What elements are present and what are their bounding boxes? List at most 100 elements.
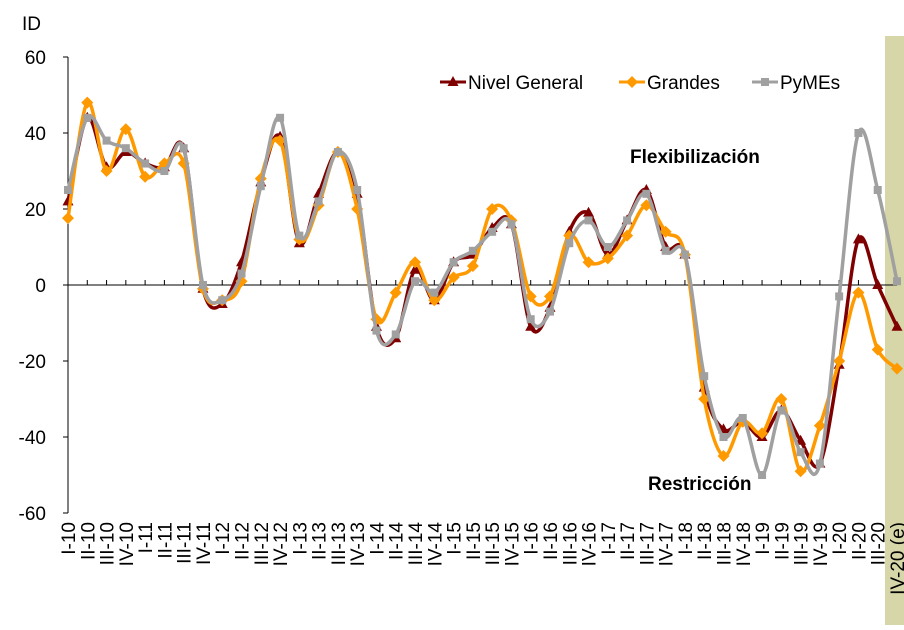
point <box>179 144 188 153</box>
point <box>601 252 614 265</box>
x-tick-label: I-17 <box>599 522 620 555</box>
legend-item: Nivel General <box>440 73 583 94</box>
x-tick-label: IV-16 <box>580 522 601 566</box>
y-tick-label: -40 <box>19 428 46 449</box>
y-tick-label: -60 <box>19 504 46 525</box>
point <box>428 294 441 307</box>
legend-label: Nivel General <box>468 73 583 94</box>
x-tick-label: I-16 <box>522 522 543 555</box>
y-tick-label: 40 <box>25 124 46 145</box>
x-tick-label: II-12 <box>233 522 254 560</box>
point <box>794 465 807 478</box>
point <box>583 206 595 217</box>
legend-marker <box>761 78 769 86</box>
point <box>623 216 632 225</box>
point <box>486 203 499 215</box>
x-tick-label: I-10 <box>59 522 80 555</box>
x-tick-label: II-16 <box>541 522 562 560</box>
x-tick-label: I-15 <box>445 522 466 555</box>
x-tick-label: IV-10 <box>117 522 138 566</box>
x-tick-label: II-13 <box>310 522 331 560</box>
x-tick-label: II-19 <box>772 522 793 560</box>
x-tick-label: III-18 <box>714 522 735 565</box>
point <box>218 296 227 305</box>
x-tick-label: III-15 <box>483 522 504 565</box>
point <box>83 113 92 122</box>
point <box>871 343 884 356</box>
point <box>409 256 422 269</box>
point <box>680 250 689 259</box>
point <box>391 330 400 339</box>
point <box>854 129 863 137</box>
point <box>738 414 747 422</box>
point <box>758 471 767 479</box>
point <box>256 182 265 191</box>
legend-label: PyMEs <box>780 73 840 94</box>
point <box>833 355 846 367</box>
point <box>389 286 402 299</box>
y-axis-label: ID <box>22 14 41 35</box>
x-tick-label: I-13 <box>290 522 311 555</box>
point <box>873 186 882 194</box>
point <box>507 220 516 229</box>
x-tick-label: IV-15 <box>502 522 523 566</box>
x-tick-label: I-18 <box>676 522 697 555</box>
point <box>100 165 113 177</box>
point <box>430 288 439 297</box>
point <box>141 159 150 168</box>
x-tick-label: IV-17 <box>657 522 678 566</box>
point <box>582 256 595 269</box>
y-tick-label: -20 <box>19 352 46 373</box>
point <box>488 227 497 236</box>
point <box>796 448 805 457</box>
x-tick-label: IV-20 (e) <box>888 522 904 595</box>
point <box>852 286 865 299</box>
point <box>237 269 246 278</box>
point <box>466 260 479 272</box>
point <box>717 450 730 462</box>
point <box>411 277 420 286</box>
x-tick-label: III-19 <box>792 522 813 565</box>
legend-item: Grandes <box>619 73 720 94</box>
x-tick-label: IV-12 <box>271 522 292 566</box>
point <box>468 246 477 255</box>
point <box>333 148 342 156</box>
x-tick-label: I-12 <box>213 522 234 555</box>
x-tick-label: III-10 <box>98 522 119 565</box>
point <box>756 427 769 440</box>
point <box>584 216 593 225</box>
annotation: Flexibilización <box>630 147 760 168</box>
x-tick-label: II-20 <box>849 522 870 560</box>
point <box>121 144 130 153</box>
point <box>835 292 844 301</box>
point <box>198 281 207 289</box>
point <box>160 167 169 175</box>
x-tick-label: IV-11 <box>194 522 215 565</box>
x-tick-label: IV-19 <box>811 522 832 566</box>
x-tick-label: IV-18 <box>734 522 755 566</box>
x-tick-label: I-11 <box>136 522 157 553</box>
point <box>872 279 884 289</box>
point <box>372 326 381 335</box>
x-tick-label: II-14 <box>387 522 408 560</box>
x-tick-label: III-12 <box>252 522 273 565</box>
x-tick-label: III-14 <box>406 522 427 566</box>
x-tick-label: IV-13 <box>348 522 369 566</box>
point <box>813 419 826 432</box>
y-tick-label: 60 <box>25 48 46 69</box>
point <box>777 406 786 415</box>
point <box>545 307 554 316</box>
point <box>775 393 788 405</box>
x-tick-label: III-17 <box>637 522 658 565</box>
x-tick-label: III-11 <box>175 522 196 564</box>
x-tick-label: II-17 <box>618 522 639 560</box>
point <box>295 231 304 240</box>
point <box>565 239 574 248</box>
point <box>524 290 537 303</box>
point <box>661 246 670 255</box>
y-tick-label: 0 <box>35 276 46 297</box>
legend-item: PyMEs <box>752 73 840 94</box>
x-tick-label: II-15 <box>464 522 485 560</box>
x-tick-label: III-20 <box>869 522 890 565</box>
point <box>891 362 903 375</box>
